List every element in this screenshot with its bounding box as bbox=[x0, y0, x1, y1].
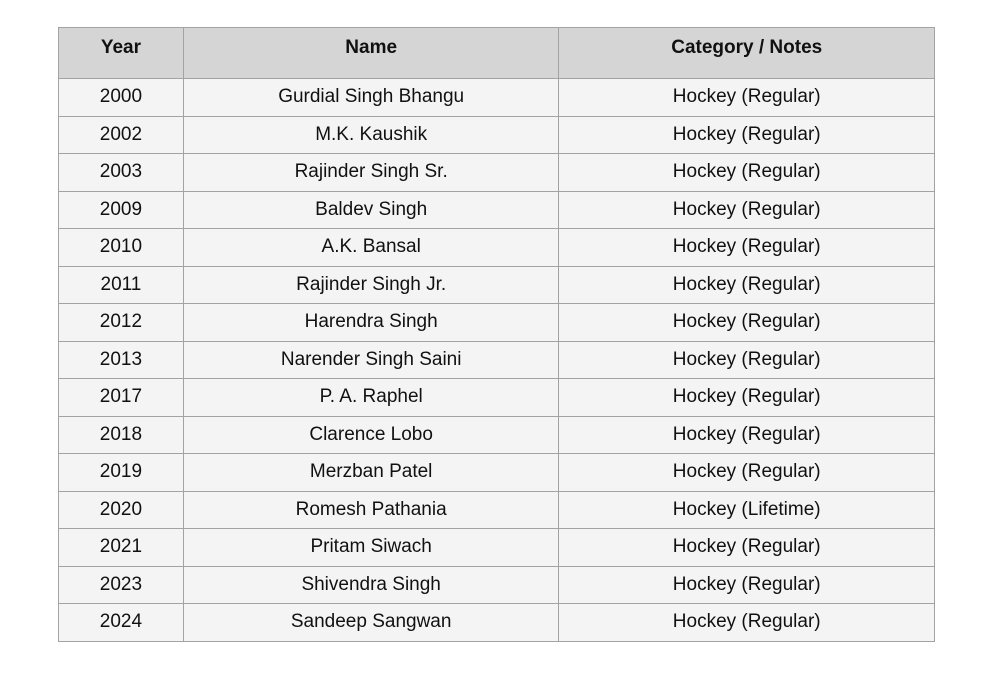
name-cell: Merzban Patel bbox=[182, 453, 560, 492]
table-row: 2002 M.K. Kaushik Hockey (Regular) bbox=[58, 115, 935, 154]
name-cell: M.K. Kaushik bbox=[182, 115, 560, 154]
category-cell: Hockey (Regular) bbox=[558, 453, 935, 492]
name-cell: P. A. Raphel bbox=[182, 378, 560, 417]
year-cell: 2012 bbox=[58, 303, 184, 342]
table-row: 2017 P. A. Raphel Hockey (Regular) bbox=[58, 378, 935, 417]
year-cell: 2018 bbox=[58, 415, 184, 454]
table-row: 2012 Harendra Singh Hockey (Regular) bbox=[58, 303, 935, 342]
name-cell: Shivendra Singh bbox=[182, 565, 560, 604]
name-cell: A.K. Bansal bbox=[182, 228, 560, 267]
awards-table: Year Name Category / Notes 2000 Gurdial S… bbox=[58, 27, 935, 642]
table-row: 2020 Romesh Pathania Hockey (Lifetime) bbox=[58, 490, 935, 529]
year-cell: 2010 bbox=[58, 228, 184, 267]
name-cell: Sandeep Sangwan bbox=[182, 603, 560, 642]
category-cell: Hockey (Regular) bbox=[558, 340, 935, 379]
category-cell: Hockey (Regular) bbox=[558, 115, 935, 154]
category-cell: Hockey (Regular) bbox=[558, 528, 935, 567]
name-cell: Pritam Siwach bbox=[182, 528, 560, 567]
year-cell: 2024 bbox=[58, 603, 184, 642]
name-cell: Baldev Singh bbox=[182, 190, 560, 229]
year-cell: 2020 bbox=[58, 490, 184, 529]
table-row: 2010 A.K. Bansal Hockey (Regular) bbox=[58, 228, 935, 267]
table-row: 2019 Merzban Patel Hockey (Regular) bbox=[58, 453, 935, 492]
year-cell: 2019 bbox=[58, 453, 184, 492]
year-cell: 2013 bbox=[58, 340, 184, 379]
category-cell: Hockey (Regular) bbox=[558, 153, 935, 192]
header-year: Year bbox=[58, 27, 184, 79]
table-row: 2024 Sandeep Sangwan Hockey (Regular) bbox=[58, 603, 935, 642]
category-cell: Hockey (Regular) bbox=[558, 78, 935, 117]
year-cell: 2017 bbox=[58, 378, 184, 417]
name-cell: Harendra Singh bbox=[182, 303, 560, 342]
category-cell: Hockey (Regular) bbox=[558, 228, 935, 267]
table-row: 2021 Pritam Siwach Hockey (Regular) bbox=[58, 528, 935, 567]
name-cell: Clarence Lobo bbox=[182, 415, 560, 454]
year-cell: 2002 bbox=[58, 115, 184, 154]
name-cell: Gurdial Singh Bhangu bbox=[182, 78, 560, 117]
name-cell: Romesh Pathania bbox=[182, 490, 560, 529]
name-cell: Rajinder Singh Sr. bbox=[182, 153, 560, 192]
category-cell: Hockey (Regular) bbox=[558, 190, 935, 229]
category-cell: Hockey (Regular) bbox=[558, 415, 935, 454]
name-cell: Rajinder Singh Jr. bbox=[182, 265, 560, 304]
name-cell: Narender Singh Saini bbox=[182, 340, 560, 379]
year-cell: 2011 bbox=[58, 265, 184, 304]
table-row: 2011 Rajinder Singh Jr. Hockey (Regular) bbox=[58, 265, 935, 304]
table-row: 2018 Clarence Lobo Hockey (Regular) bbox=[58, 415, 935, 454]
category-cell: Hockey (Lifetime) bbox=[558, 490, 935, 529]
header-category: Category / Notes bbox=[558, 27, 935, 79]
category-cell: Hockey (Regular) bbox=[558, 565, 935, 604]
year-cell: 2003 bbox=[58, 153, 184, 192]
year-cell: 2000 bbox=[58, 78, 184, 117]
header-name: Name bbox=[182, 27, 560, 79]
category-cell: Hockey (Regular) bbox=[558, 378, 935, 417]
header-row: Year Name Category / Notes bbox=[58, 27, 935, 79]
category-cell: Hockey (Regular) bbox=[558, 265, 935, 304]
table-row: 2013 Narender Singh Saini Hockey (Regular) bbox=[58, 340, 935, 379]
table-row: 2023 Shivendra Singh Hockey (Regular) bbox=[58, 565, 935, 604]
category-cell: Hockey (Regular) bbox=[558, 303, 935, 342]
category-cell: Hockey (Regular) bbox=[558, 603, 935, 642]
table-row: 2000 Gurdial Singh Bhangu Hockey (Regular) bbox=[58, 78, 935, 117]
year-cell: 2023 bbox=[58, 565, 184, 604]
year-cell: 2009 bbox=[58, 190, 184, 229]
table-row: 2009 Baldev Singh Hockey (Regular) bbox=[58, 190, 935, 229]
year-cell: 2021 bbox=[58, 528, 184, 567]
table-row: 2003 Rajinder Singh Sr. Hockey (Regular) bbox=[58, 153, 935, 192]
